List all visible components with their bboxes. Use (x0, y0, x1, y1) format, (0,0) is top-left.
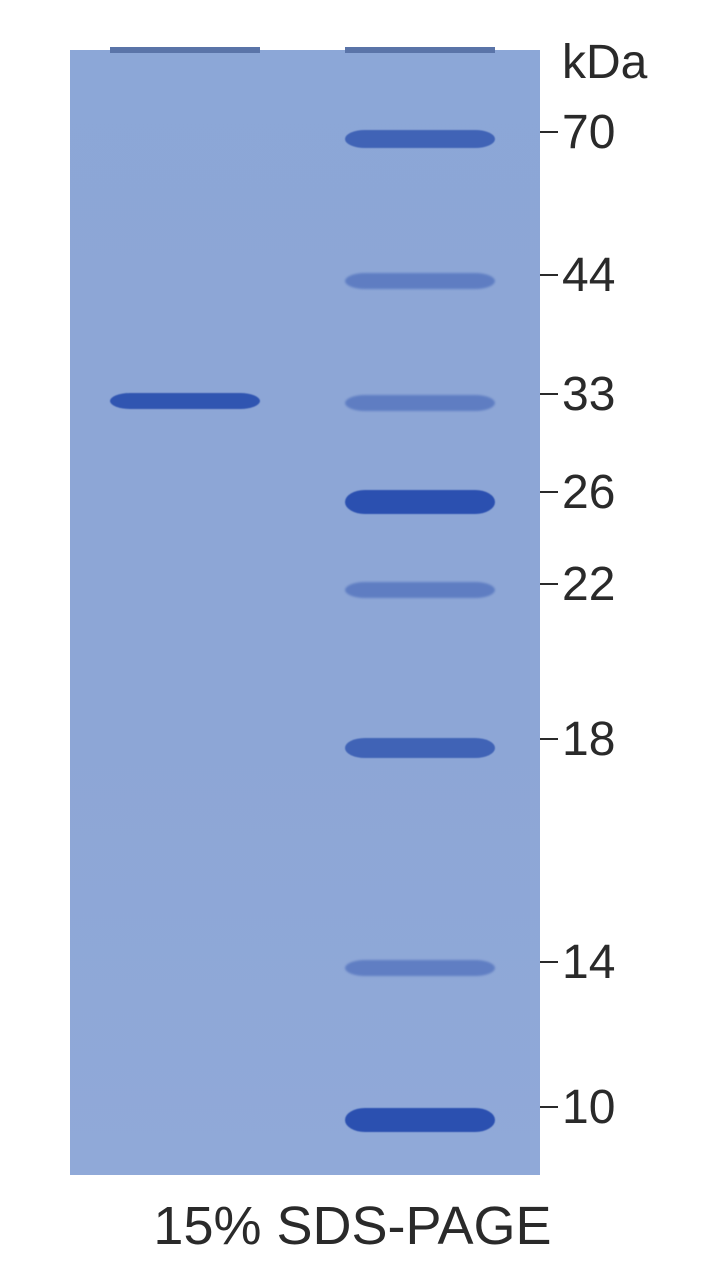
kda-tick (540, 961, 558, 963)
kda-label: 22 (562, 557, 615, 612)
kda-label: 10 (562, 1080, 615, 1135)
ladder-band (345, 738, 495, 758)
kda-label: 18 (562, 712, 615, 767)
sample-band (110, 393, 260, 409)
kda-unit-label: kDa (562, 35, 647, 90)
ladder-band (345, 273, 495, 289)
kda-tick (540, 131, 558, 133)
kda-tick (540, 393, 558, 395)
kda-label: 14 (562, 935, 615, 990)
ladder-band (345, 582, 495, 598)
kda-label: 44 (562, 248, 615, 303)
kda-tick (540, 1106, 558, 1108)
ladder-band (345, 395, 495, 411)
kda-label: 33 (562, 367, 615, 422)
kda-label: 26 (562, 465, 615, 520)
gel-membrane (70, 50, 540, 1175)
lane-sample (110, 50, 260, 1175)
kda-tick (540, 274, 558, 276)
ladder-band (345, 490, 495, 514)
ladder-band (345, 960, 495, 976)
kda-tick (540, 491, 558, 493)
ladder-band (345, 130, 495, 148)
gel-caption: 15% SDS-PAGE (0, 1195, 705, 1257)
kda-tick (540, 583, 558, 585)
kda-label: 70 (562, 105, 615, 160)
ladder-band (345, 1108, 495, 1132)
kda-tick (540, 738, 558, 740)
lane-ladder (345, 50, 495, 1175)
